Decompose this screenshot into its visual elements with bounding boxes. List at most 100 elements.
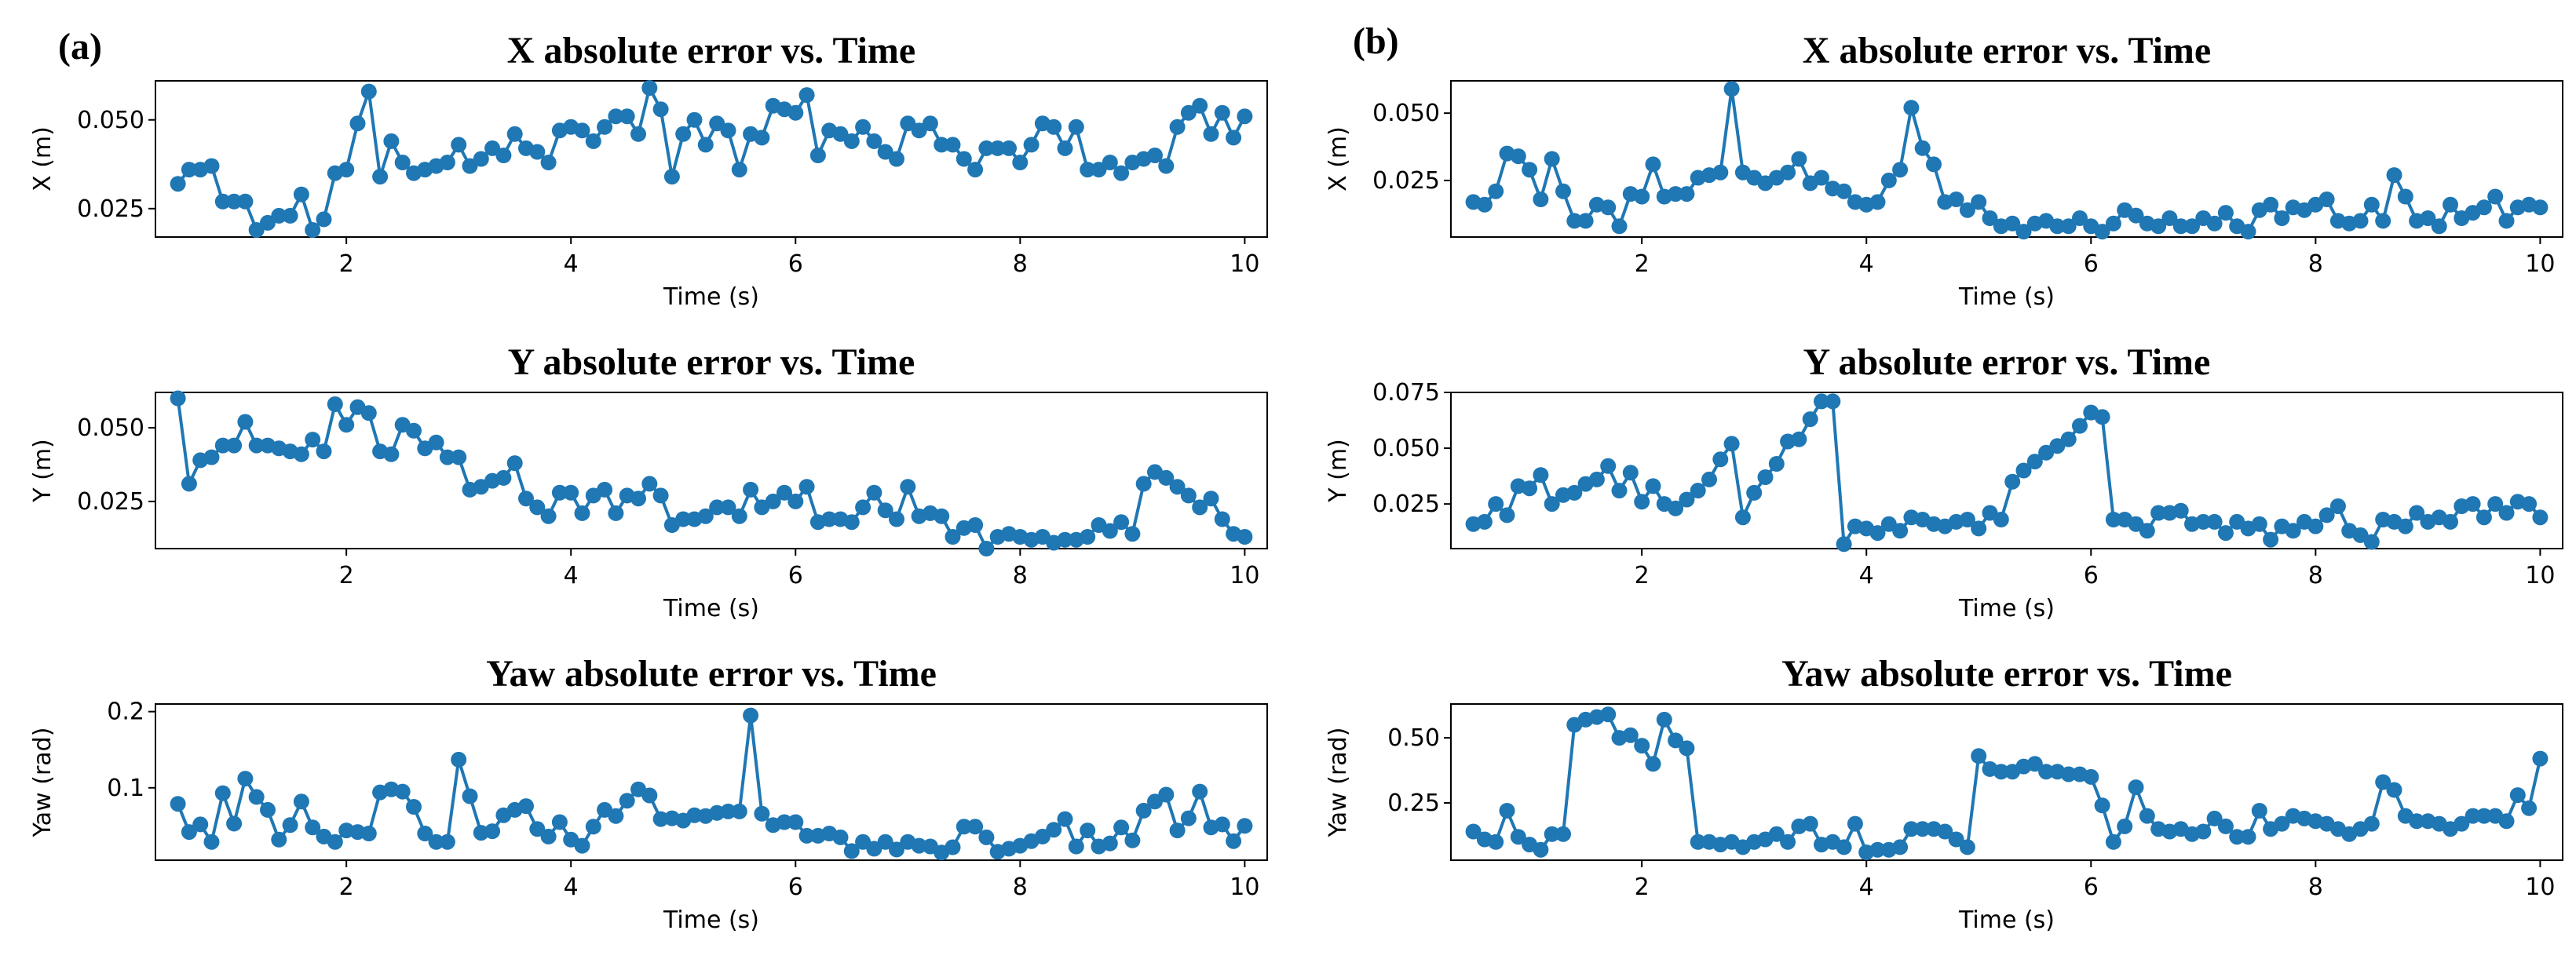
data-point	[360, 405, 377, 421]
data-point	[2375, 774, 2391, 790]
data-point	[2161, 210, 2178, 226]
y-tick-label: 0.025	[77, 195, 144, 223]
data-point	[540, 828, 557, 844]
data-point	[2172, 502, 2189, 519]
x-tick-label: 4	[564, 250, 579, 278]
data-point	[462, 788, 478, 804]
x-axis-label: Time (s)	[663, 595, 759, 622]
data-point	[1746, 484, 1763, 501]
data-point	[1892, 523, 1909, 539]
data-point	[1959, 839, 1975, 855]
data-point	[1203, 491, 1219, 507]
panel-label-b: (b)	[1353, 20, 1399, 62]
data-point	[2139, 808, 2155, 824]
data-point	[1465, 823, 1482, 840]
data-point	[608, 808, 624, 824]
data-point	[2094, 224, 2110, 240]
data-point	[518, 798, 534, 815]
data-point	[2443, 196, 2458, 213]
data-point	[2487, 188, 2504, 205]
data-point	[1679, 491, 1695, 508]
data-point	[360, 826, 377, 841]
data-point	[574, 837, 590, 854]
data-point	[1169, 479, 1186, 495]
data-point	[1237, 108, 1253, 125]
data-point	[1690, 483, 1706, 499]
data-point	[608, 505, 624, 521]
data-point	[1948, 831, 1964, 848]
data-point	[652, 487, 669, 504]
data-point	[945, 529, 961, 545]
y-tick-label: 0.025	[1372, 167, 1440, 195]
x-axis-label: Time (s)	[1958, 283, 2055, 311]
data-point	[798, 87, 815, 104]
data-point	[1080, 162, 1096, 178]
data-point	[1023, 137, 1040, 153]
data-point	[978, 541, 995, 556]
data-point	[327, 396, 343, 412]
data-point	[1488, 183, 1504, 199]
data-point	[2117, 818, 2133, 834]
data-point	[1135, 802, 1152, 819]
data-point	[1499, 507, 1515, 523]
x-tick-label: 4	[564, 874, 579, 901]
data-point	[877, 834, 893, 850]
data-point	[1226, 833, 1242, 849]
chart-title: Y absolute error vs. Time	[1803, 341, 2211, 383]
data-point	[2026, 454, 2043, 470]
data-point	[226, 815, 243, 832]
data-point	[170, 796, 186, 812]
data-point	[798, 479, 815, 495]
data-point	[248, 437, 265, 454]
data-point	[349, 115, 366, 132]
y-axis-label: Y (m)	[1325, 439, 1352, 503]
data-point	[293, 186, 309, 202]
y-axis-label: X (m)	[29, 126, 57, 192]
data-point	[877, 502, 893, 519]
data-point	[383, 133, 400, 149]
data-point	[1214, 511, 1230, 527]
data-point	[2105, 834, 2121, 850]
data-point	[1892, 839, 1909, 855]
y-axis-label: Yaw (rad)	[1325, 728, 1352, 838]
data-point	[2128, 779, 2144, 796]
data-point	[754, 805, 770, 822]
data-point	[955, 819, 972, 835]
x-tick-label: 2	[1635, 562, 1650, 589]
data-point	[2476, 199, 2492, 216]
data-point	[2375, 213, 2391, 229]
data-point	[2060, 431, 2077, 447]
data-point	[1869, 841, 1886, 858]
data-point	[2409, 813, 2425, 830]
data-point	[1113, 514, 1130, 531]
data-point	[2274, 210, 2290, 226]
data-point	[1802, 411, 1818, 428]
data-point	[1158, 469, 1175, 486]
x-tick-label: 4	[1859, 562, 1874, 589]
data-point	[911, 837, 927, 854]
data-point	[1971, 194, 1987, 210]
data-point	[630, 491, 646, 507]
data-point	[214, 785, 231, 801]
data-point	[2465, 808, 2481, 824]
data-point	[327, 834, 343, 850]
data-point	[889, 151, 904, 167]
data-point	[1948, 192, 1964, 207]
data-point	[809, 148, 826, 163]
data-point	[271, 831, 287, 848]
data-point	[1903, 821, 1920, 837]
data-point	[237, 193, 254, 210]
data-point	[1192, 499, 1208, 516]
data-point	[619, 793, 635, 809]
data-point	[1169, 119, 1186, 135]
data-point	[1768, 456, 1785, 472]
data-point	[2363, 815, 2380, 832]
data-point	[787, 814, 804, 830]
data-point	[451, 449, 467, 465]
data-point	[2521, 800, 2538, 816]
data-point	[2521, 496, 2538, 513]
data-point	[1993, 512, 2009, 527]
data-point	[1555, 183, 1571, 199]
data-point	[1080, 823, 1096, 839]
